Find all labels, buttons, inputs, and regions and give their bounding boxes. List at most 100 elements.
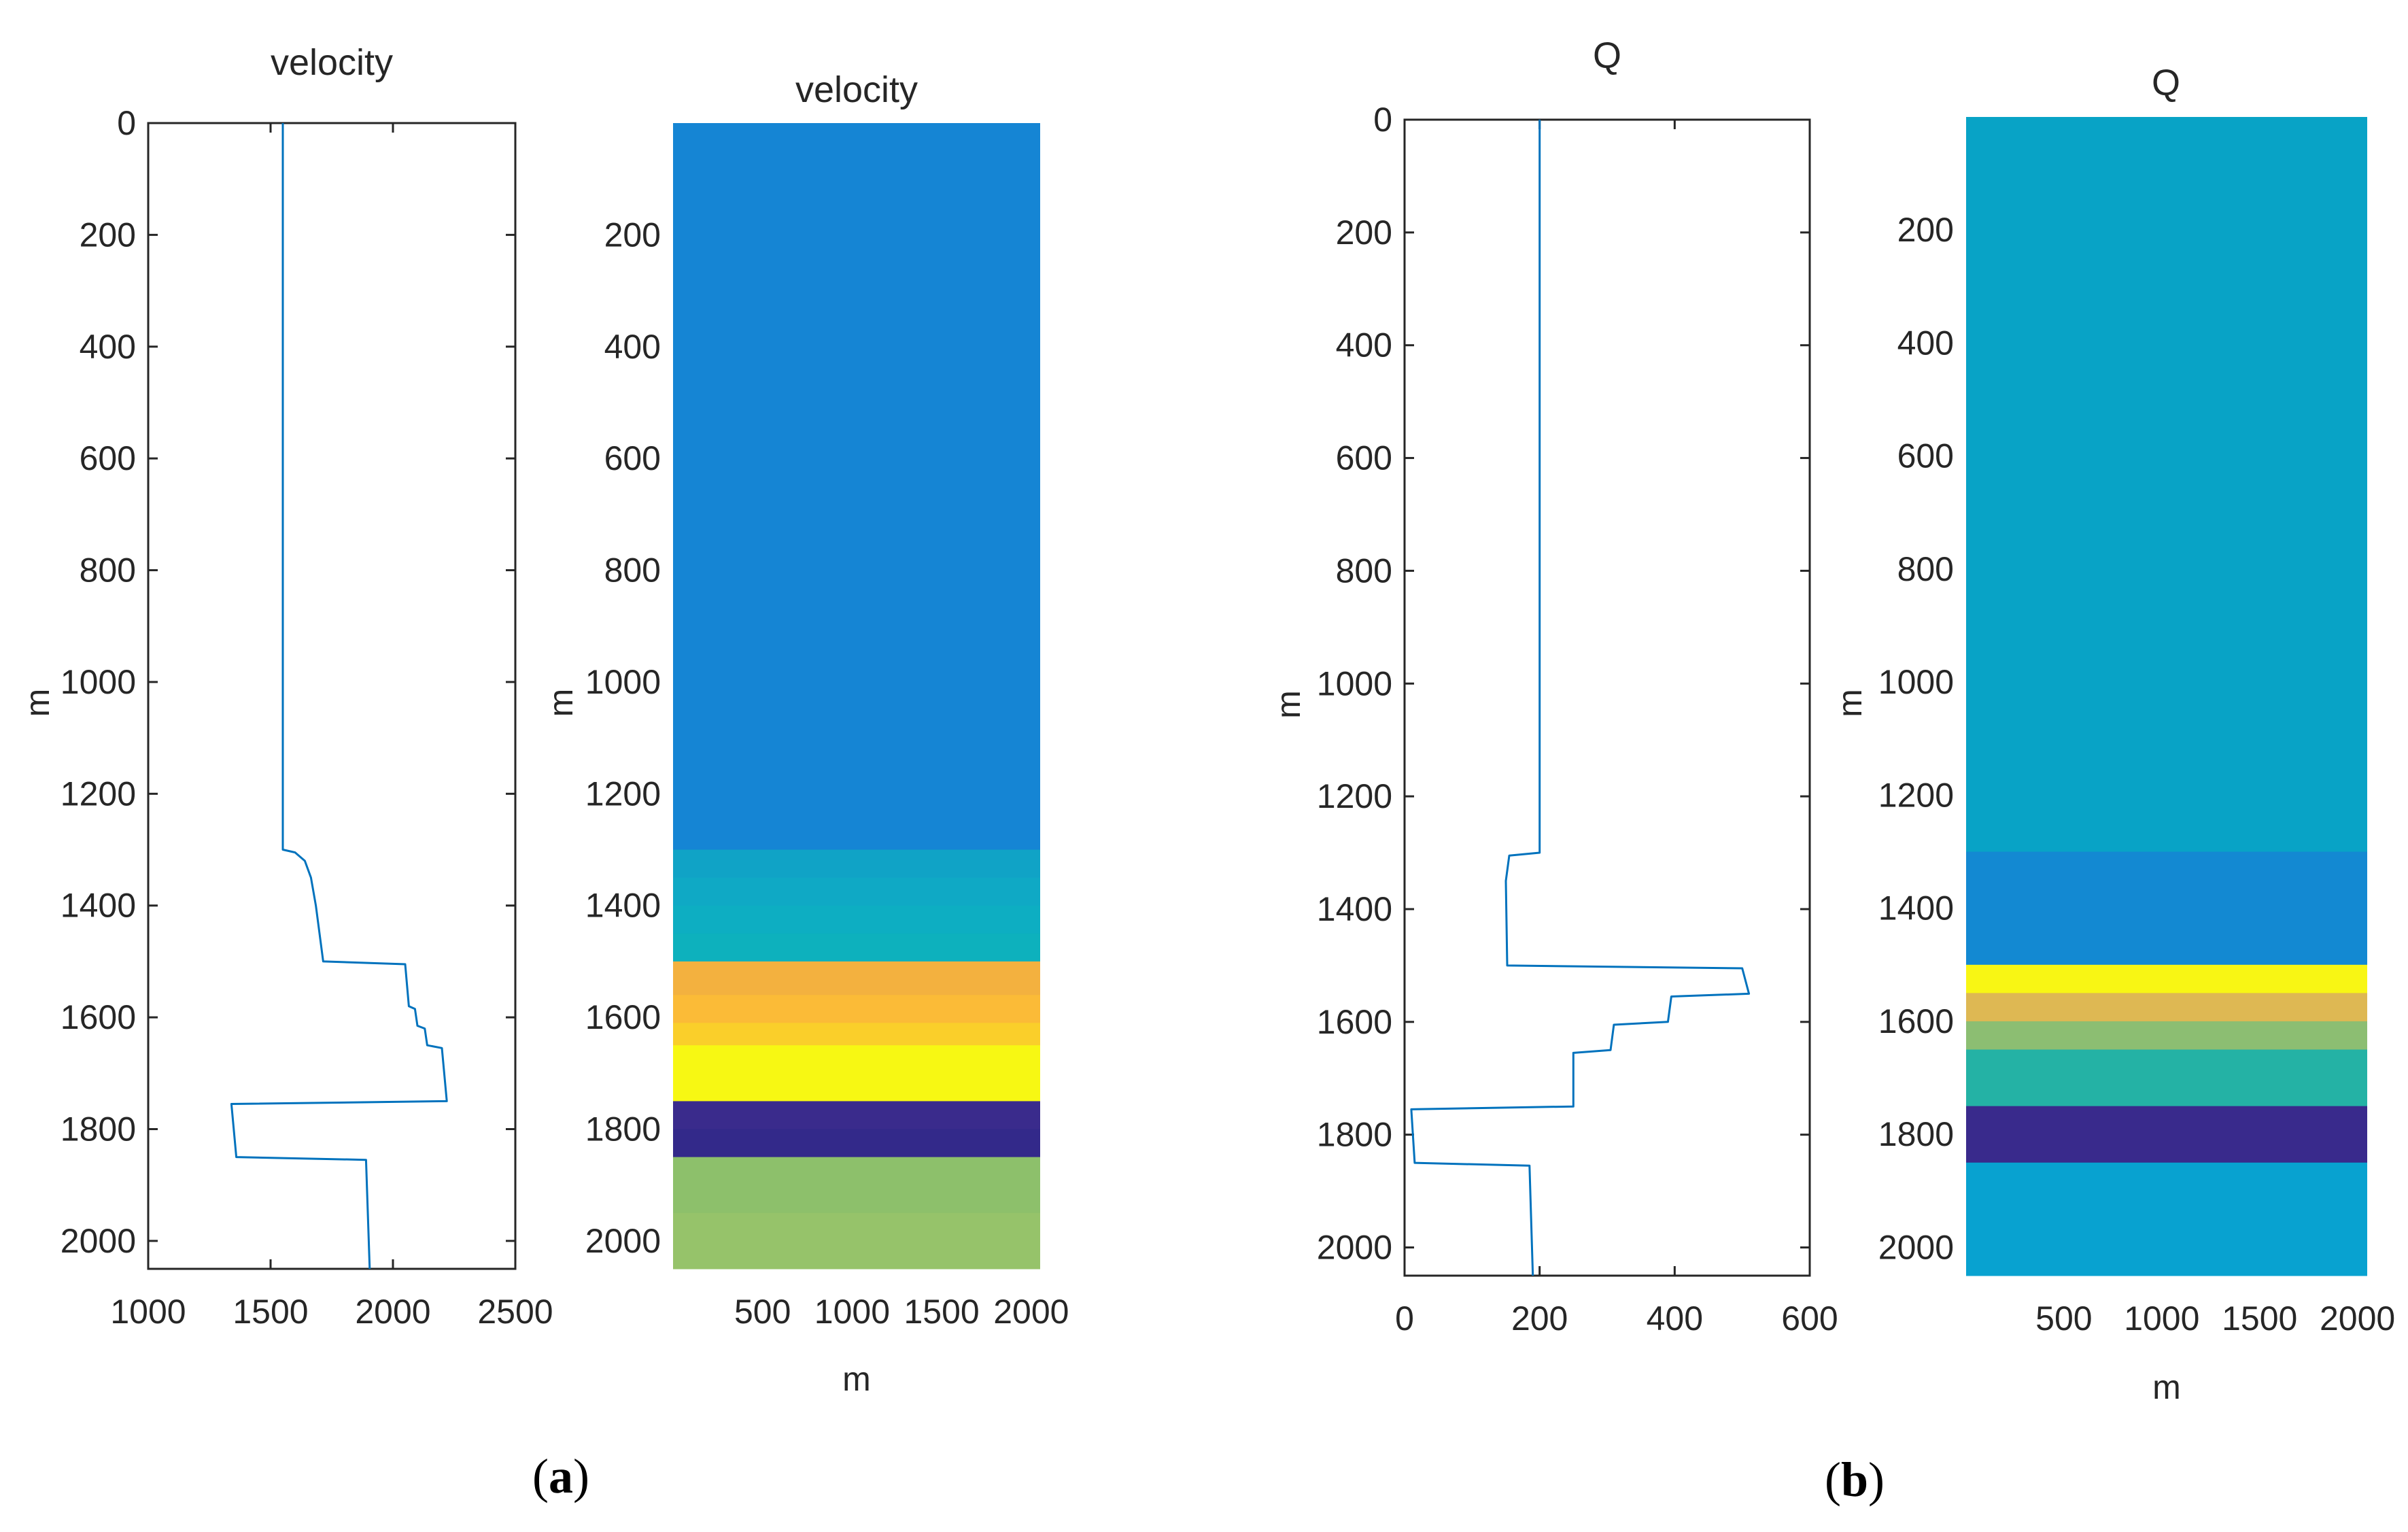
y-tick-label-7: 1600 [585,998,661,1036]
y-tick-label-0: 200 [604,216,661,254]
y-tick-label-1: 200 [1336,214,1392,252]
x-tick-label-1: 1000 [2124,1299,2199,1338]
x-axis-label: m [842,1360,871,1398]
velocity-line-chart: 0 200 400 600 800 1000 1200 1400 1600 1800 2000 100… [18,42,553,1331]
y-tick-label-1: 400 [1897,324,1954,362]
y-tick-label-6: 1400 [1878,889,1954,927]
panel-label-a: (a) [532,1449,589,1503]
y-tick-label-7: 1400 [61,887,136,925]
chart-title: Q [2152,63,2180,103]
heatmap-layer-2 [673,877,1040,906]
y-tick-label-7: 1600 [1878,1002,1954,1040]
y-tick-label-4: 1000 [585,663,661,701]
q-heatmap-chart: 200 400 600 800 1000 1200 1400 1600 1800 2000 500 1… [1831,63,2395,1406]
heatmap-layer-5 [673,961,1040,995]
y-tick-label-5: 1000 [61,663,136,701]
y-tick-label-3: 600 [80,439,136,477]
chart-title: velocity [271,42,393,83]
y-tick-label-2: 600 [604,439,661,477]
y-tick-label-0: 0 [117,104,136,142]
heatmap-layer-6 [1966,1106,2367,1163]
heatmap-layer-8 [673,1045,1040,1102]
panel-label-b: (b) [1825,1452,1885,1507]
y-tick-label-5: 1200 [1878,776,1954,814]
heatmap-layer-1 [1966,851,2367,966]
x-tick-label-2: 1500 [904,1293,980,1331]
x-tick-label-0: 0 [1395,1299,1414,1338]
x-tick-label-3: 2000 [2320,1299,2395,1338]
y-tick-label-6: 1200 [61,774,136,813]
heatmap-layer-11 [673,1157,1040,1214]
heatmap-layer-7 [1966,1162,2367,1276]
heatmap-layer-3 [1966,993,2367,1022]
y-tick-label-1: 400 [604,328,661,366]
y-tick-label-9: 1800 [61,1110,136,1148]
x-tick-label-2: 400 [1647,1299,1703,1338]
heatmap-layer-9 [673,1101,1040,1130]
x-axis-label: m [2152,1368,2181,1406]
x-tick-label-3: 2000 [993,1293,1069,1331]
y-tick-label-9: 2000 [1878,1228,1954,1266]
chart-title: velocity [795,69,918,110]
x-tick-label-2: 1500 [2222,1299,2297,1338]
y-tick-label-8: 1800 [1878,1115,1954,1153]
heatmap-layer-7 [673,1023,1040,1046]
velocity-heatmap-chart: 200 400 600 800 1000 1200 1400 1600 1800 2000 500 1… [542,69,1069,1398]
y-tick-label-7: 1400 [1317,890,1392,928]
y-tick-label-3: 800 [1897,550,1954,588]
axes-box [147,122,517,1270]
y-tick-label-6: 1400 [585,887,661,925]
x-tick-label-2: 2000 [355,1293,430,1331]
y-tick-label-8: 1600 [1317,1003,1392,1041]
x-tick-label-0: 500 [734,1293,791,1331]
x-tick-label-1: 1000 [814,1293,890,1331]
chart-title: Q [1593,35,1621,76]
y-tick-label-0: 200 [1897,211,1954,249]
heatmap-layer-3 [673,905,1040,934]
y-tick-label-8: 1600 [61,998,136,1036]
y-axis-label: m [18,689,56,717]
x-tick-label-0: 1000 [110,1293,186,1331]
y-tick-label-2: 600 [1897,437,1954,475]
y-tick-label-10: 2000 [61,1222,136,1260]
heatmap-layer-4 [1966,1021,2367,1051]
y-tick-label-5: 1200 [585,774,661,813]
y-tick-label-6: 1200 [1317,777,1392,815]
y-tick-label-2: 400 [1336,326,1392,364]
y-tick-label-3: 800 [604,551,661,590]
series-line-0 [1410,120,1751,1276]
x-tick-label-3: 600 [1781,1299,1838,1338]
x-tick-label-1: 1500 [233,1293,308,1331]
y-tick-label-0: 0 [1373,101,1392,139]
y-tick-label-4: 800 [80,551,136,590]
heatmap-layer-1 [673,849,1040,879]
axes-box [1403,118,1811,1277]
y-tick-label-1: 200 [80,216,136,254]
y-tick-label-10: 2000 [1317,1229,1392,1267]
y-tick-label-4: 1000 [1878,663,1954,701]
y-tick-label-8: 1800 [585,1110,661,1148]
heatmap-layer-2 [1966,964,2367,993]
y-axis-label: m [1269,690,1307,719]
heatmap-layer-6 [673,995,1040,1023]
series-line-0 [230,123,448,1270]
heatmap-layer-0 [673,123,1040,851]
x-tick-label-0: 500 [2035,1299,2092,1338]
y-tick-label-3: 600 [1336,439,1392,477]
y-tick-label-2: 400 [80,328,136,366]
y-tick-label-9: 1800 [1317,1116,1392,1154]
heatmap-layer-12 [673,1212,1040,1270]
x-tick-label-1: 200 [1511,1299,1568,1338]
y-tick-label-4: 800 [1336,551,1392,590]
y-axis-label: m [1831,689,1869,717]
y-tick-label-5: 1000 [1317,664,1392,702]
heatmap-layer-5 [1966,1049,2367,1107]
heatmap-layer-0 [1966,117,2367,853]
y-axis-label: m [542,689,580,717]
y-tick-label-9: 2000 [585,1222,661,1260]
x-tick-label-3: 2500 [477,1293,553,1331]
heatmap-layer-10 [673,1129,1040,1158]
heatmap-layer-4 [673,933,1040,962]
